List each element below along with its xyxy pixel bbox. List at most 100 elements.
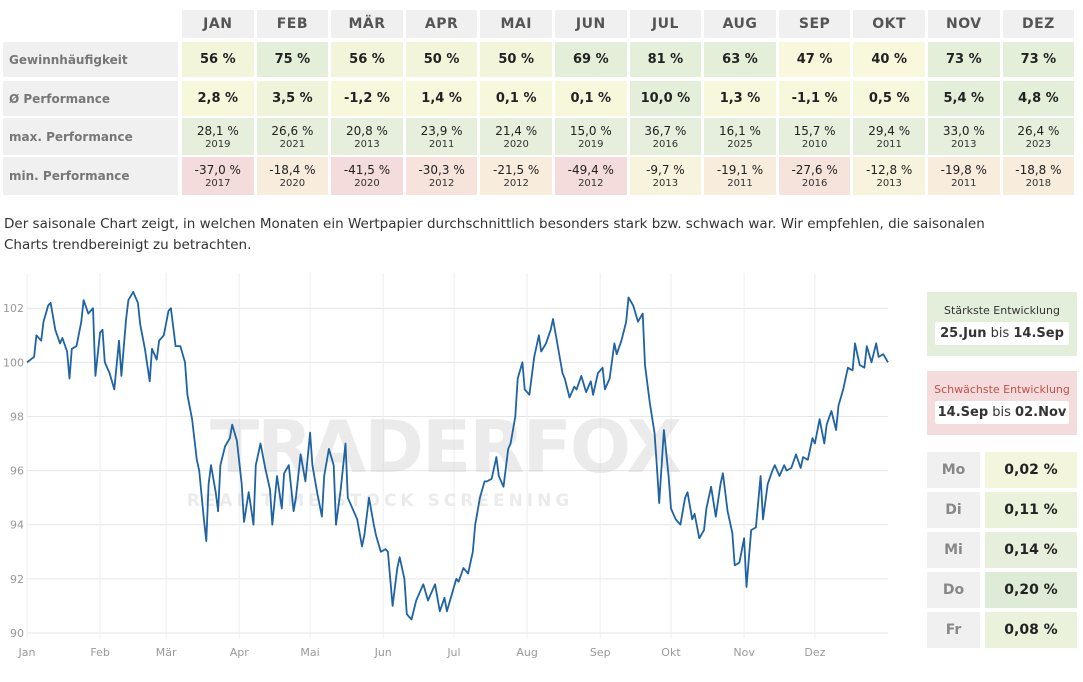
y-tick-label: 92 bbox=[10, 573, 24, 586]
period: 14.Sep bis 02.Nov bbox=[935, 401, 1069, 424]
table-cell: -12,8 % 2013 bbox=[853, 157, 925, 195]
cell-year: 2011 bbox=[876, 138, 902, 150]
table-cell: 15,7 % 2010 bbox=[778, 118, 851, 155]
period-to: 14.Sep bbox=[1013, 326, 1064, 341]
cell-value: 33,0 % bbox=[942, 123, 985, 138]
cell-year: 2011 bbox=[428, 138, 455, 150]
table-cell: 63 % bbox=[704, 42, 776, 77]
cell-year: 2010 bbox=[801, 138, 828, 150]
table-cell: 0,1 % bbox=[480, 81, 552, 116]
table-cell: 26,4 % 2023 bbox=[1002, 118, 1075, 155]
period-from: 14.Sep bbox=[937, 405, 989, 420]
y-tick-label: 102 bbox=[3, 302, 24, 315]
table-cell: -1,1 % bbox=[778, 81, 851, 116]
table-cell: -49,4 % 2012 bbox=[555, 157, 627, 195]
x-tick-label: Feb bbox=[90, 646, 109, 659]
table-cell: -18,8 % 2018 bbox=[1002, 157, 1075, 195]
table-cell: -19,8 % 2011 bbox=[928, 157, 1000, 195]
cell-value: 16,1 % bbox=[719, 123, 761, 138]
period-sep: bis bbox=[990, 326, 1010, 341]
x-tick-label: Aug bbox=[516, 646, 537, 659]
table-cell: -9,7 % 2013 bbox=[629, 157, 702, 195]
table-cell: 20,8 % 2013 bbox=[331, 118, 403, 155]
period-to: 02.Nov bbox=[1015, 405, 1067, 420]
table-cell: 16,1 % 2025 bbox=[704, 118, 776, 155]
weekday-label: Mi bbox=[927, 532, 980, 568]
month-header: JUN bbox=[555, 10, 627, 38]
cell-value: -18,8 % bbox=[1015, 163, 1062, 177]
cell-value: -30,3 % bbox=[418, 163, 465, 177]
weekday-label: Mo bbox=[927, 452, 980, 488]
x-tick-label: Jun bbox=[374, 646, 392, 659]
x-tick-label: Nov bbox=[733, 646, 755, 659]
panel-title: Stärkste Entwicklung bbox=[944, 304, 1060, 317]
x-tick-label: Mai bbox=[300, 646, 319, 659]
cell-year: 2013 bbox=[876, 178, 902, 189]
cell-value: -41,5 % bbox=[343, 163, 391, 177]
cell-value: 28,1 % bbox=[196, 123, 239, 138]
cell-year: 2023 bbox=[1025, 138, 1052, 150]
cell-year: 2020 bbox=[279, 178, 306, 189]
table-cell: -19,1 % 2011 bbox=[704, 157, 776, 195]
table-cell: 73 % bbox=[928, 42, 1000, 77]
cell-year: 2019 bbox=[205, 138, 231, 150]
cell-value: -12,8 % bbox=[866, 163, 913, 177]
cell-year: 2021 bbox=[279, 138, 306, 150]
cell-value: -21,5 % bbox=[493, 163, 540, 177]
cell-year: 2016 bbox=[652, 138, 679, 150]
row-label: Gewinnhäufigkeit bbox=[3, 42, 178, 77]
cell-year: 2020 bbox=[354, 178, 380, 189]
cell-value: 36,7 % bbox=[644, 123, 687, 138]
table-cell: 26,6 % 2021 bbox=[256, 118, 329, 155]
cell-value: 26,6 % bbox=[271, 123, 314, 138]
table-cell: -37,0 % 2017 bbox=[182, 157, 254, 195]
x-tick-label: Mär bbox=[156, 646, 177, 659]
weekday-value: 0,20 % bbox=[985, 572, 1077, 608]
watermark-logo: TRADERFOX bbox=[210, 405, 681, 489]
table-cell: 2,8 % bbox=[182, 81, 254, 116]
cell-year: 2012 bbox=[578, 178, 604, 189]
cell-year: 2013 bbox=[652, 178, 679, 189]
cell-value: 21,4 % bbox=[495, 123, 538, 138]
month-header: JAN bbox=[182, 10, 254, 38]
table-cell: 10,0 % bbox=[629, 81, 702, 116]
table-cell: 36,7 % 2016 bbox=[629, 118, 702, 155]
cell-value: 20,8 % bbox=[346, 123, 388, 138]
table-cell: -41,5 % 2020 bbox=[331, 157, 403, 195]
cell-year: 2016 bbox=[801, 178, 828, 189]
month-header: AUG bbox=[704, 10, 776, 38]
table-cell: 28,1 % 2019 bbox=[182, 118, 254, 155]
table-cell: 50 % bbox=[405, 42, 478, 77]
row-label: min. Performance bbox=[3, 157, 178, 195]
cell-year: 2013 bbox=[354, 138, 380, 150]
table-cell: 4,8 % bbox=[1002, 81, 1075, 116]
x-tick-label: Okt bbox=[661, 646, 681, 659]
cell-year: 2012 bbox=[503, 178, 529, 189]
description: Der saisonale Chart zeigt, in welchen Mo… bbox=[4, 216, 985, 253]
y-tick-label: 94 bbox=[10, 519, 24, 532]
cell-value: 29,4 % bbox=[868, 123, 911, 138]
table-cell: 73 % bbox=[1002, 42, 1075, 77]
month-header: MÄR bbox=[331, 10, 403, 38]
cell-year: 2017 bbox=[205, 178, 231, 189]
table-cell: 15,0 % 2019 bbox=[555, 118, 627, 155]
table-cell: 81 % bbox=[629, 42, 702, 77]
weakest-panel: Schwächste Entwicklung 14.Sep bis 02.Nov bbox=[927, 371, 1077, 435]
cell-year: 2013 bbox=[951, 138, 977, 150]
table-cell: 29,4 % 2011 bbox=[853, 118, 925, 155]
cell-value: 23,9 % bbox=[420, 123, 463, 138]
table-cell: 3,5 % bbox=[256, 81, 329, 116]
weekday-label: Fr bbox=[927, 612, 980, 648]
x-tick-label: Sep bbox=[590, 646, 611, 659]
month-header: OKT bbox=[853, 10, 925, 38]
cell-year: 2019 bbox=[578, 138, 604, 150]
cell-year: 2011 bbox=[727, 178, 753, 189]
y-tick-label: 96 bbox=[10, 465, 24, 478]
cell-value: -27,6 % bbox=[791, 163, 838, 177]
row-label: Ø Performance bbox=[3, 81, 178, 116]
line-series bbox=[26, 291, 889, 621]
x-tick-label: Dez bbox=[804, 646, 825, 659]
cell-value: -19,8 % bbox=[940, 163, 987, 177]
weekday-value: 0,11 % bbox=[985, 492, 1077, 528]
table-cell: -27,6 % 2016 bbox=[778, 157, 851, 195]
